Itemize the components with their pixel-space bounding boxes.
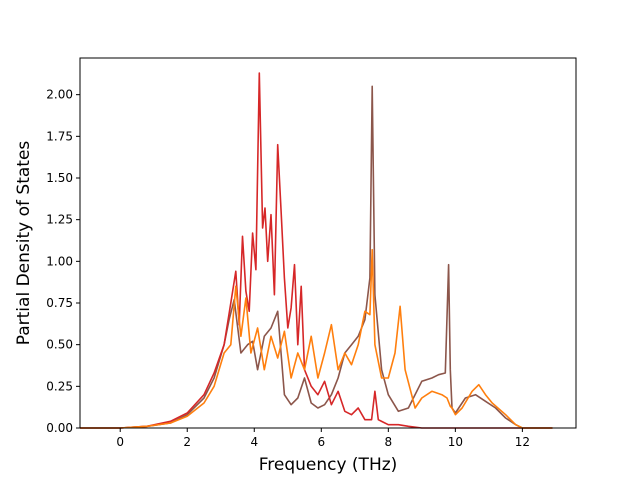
- y-tick-label: 0.75: [46, 296, 73, 310]
- y-tick-label: 0.25: [46, 379, 73, 393]
- series-layer: [80, 72, 553, 429]
- x-tick-label: 6: [317, 435, 325, 449]
- x-tick-label: 4: [250, 435, 258, 449]
- y-tick-label: 0.50: [46, 338, 73, 352]
- y-tick-label: 2.00: [46, 88, 73, 102]
- x-tick-label: 12: [515, 435, 530, 449]
- x-axis: 0 2 4 6 8 10 12: [116, 428, 530, 449]
- x-axis-title: Frequency (THz): [259, 455, 398, 475]
- x-tick-label: 2: [183, 435, 191, 449]
- y-tick-label: 1.50: [46, 171, 73, 185]
- y-tick-label: 1.25: [46, 213, 73, 227]
- y-axis: 0.00 0.25 0.50 0.75 1.00 1.25 1.50 1.75 2.00: [46, 88, 80, 435]
- series-line-2: [80, 248, 553, 429]
- x-tick-label: 10: [448, 435, 463, 449]
- x-tick-label: 0: [116, 435, 124, 449]
- y-axis-title: Partial Density of States: [14, 141, 34, 346]
- series-line-1: [80, 72, 553, 429]
- y-tick-label: 0.00: [46, 421, 73, 435]
- y-tick-label: 1.00: [46, 254, 73, 268]
- y-tick-label: 1.75: [46, 129, 73, 143]
- x-tick-label: 8: [385, 435, 393, 449]
- plot-frame: [79, 57, 577, 429]
